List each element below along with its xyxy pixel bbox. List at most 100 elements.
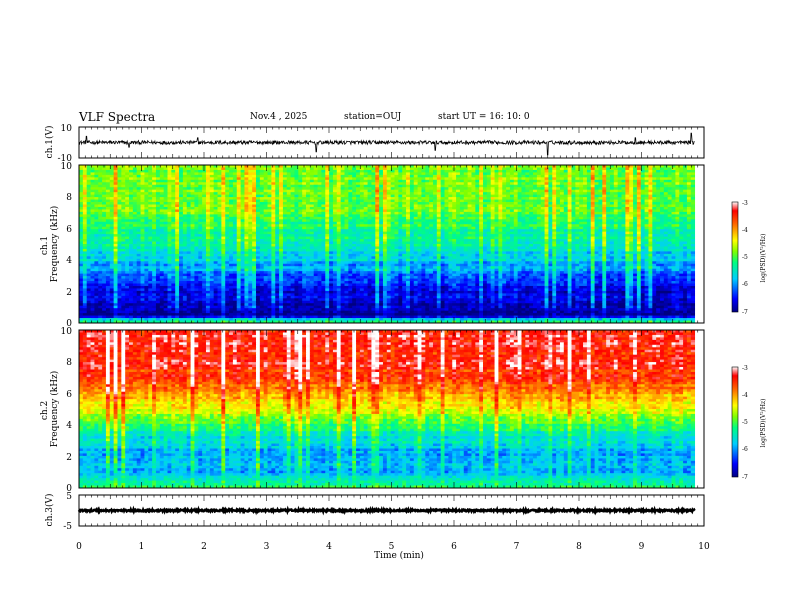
ch1-spec-cell — [506, 184, 511, 188]
ch1-spec-cell — [602, 172, 607, 176]
ch1-spec-cell — [136, 211, 141, 215]
ch1-spec-cell — [190, 206, 195, 210]
ch1-spec-cell — [171, 211, 176, 215]
ch1-spec-cell — [90, 187, 95, 191]
ch1-spec-cell — [129, 174, 134, 178]
ch1-spec-cell — [448, 219, 453, 223]
ch1-spec-cell — [571, 165, 576, 168]
ch1-spec-cell — [340, 219, 345, 223]
ch1-spec-cell — [398, 211, 403, 215]
ch1-spec-cell — [155, 177, 161, 181]
ch1-spec-cell — [182, 226, 188, 230]
ch1-spec-cell — [232, 204, 238, 208]
ch1-spec-cell — [579, 194, 584, 198]
ch1-spec-cell — [386, 184, 392, 188]
ch1-spec-cell — [121, 231, 126, 235]
ch1-spec-cell — [225, 169, 230, 173]
ch1-spec-cell — [332, 231, 338, 235]
ch1-spec-cell — [609, 199, 615, 203]
ch1-spec-cell — [590, 172, 595, 176]
ch1-spec-cell — [313, 231, 318, 235]
ch1-spec-cell — [105, 202, 111, 205]
ch1-spec-cell — [98, 216, 103, 220]
ch1-spec-cell — [467, 231, 472, 235]
ch1-spec-cell — [548, 197, 553, 200]
ch1-spec-cell — [302, 226, 307, 230]
ch1-spec-cell — [348, 211, 353, 215]
ch1-spec-cell — [452, 169, 457, 173]
ch1-spec-cell — [559, 214, 565, 218]
ch1-spec-cell — [567, 229, 572, 233]
ch1-spec-cell — [194, 199, 199, 203]
ch1-spec-cell — [186, 236, 191, 240]
ch1-spec-cell — [625, 211, 630, 215]
ch1-spec-cell — [248, 167, 253, 171]
ch1-spec-cell — [109, 216, 115, 220]
ch1-spec-cell — [117, 165, 122, 168]
ch1-spec-cell — [163, 209, 168, 213]
ch1-spec-cell — [352, 219, 357, 223]
ch1-spec-cell — [590, 209, 595, 213]
ch1-spec-cell — [563, 165, 569, 168]
ch1-spec-cell — [144, 174, 149, 178]
ch1-spec-cell — [175, 179, 180, 183]
ch1-spec-cell — [79, 221, 84, 225]
ch1-spec-cell — [633, 204, 638, 208]
ch1-spec-cell — [663, 177, 669, 181]
ch1-spec-cell — [533, 194, 538, 198]
ch1-spec-cell — [98, 192, 103, 196]
ch1-spec-cell — [363, 221, 368, 225]
ch1-spec-cell — [579, 209, 584, 213]
ch1-spec-cell — [556, 231, 561, 235]
ch1-spec-cell — [613, 172, 619, 176]
ch1-spec-cell — [140, 216, 145, 220]
ch1-spec-cell — [113, 224, 118, 228]
ch1-spec-cell — [671, 209, 676, 213]
ch1-spec-cell — [132, 182, 138, 186]
ch1-spec-cell — [471, 216, 476, 220]
ch1-spec-cell — [252, 189, 257, 193]
ch1-spec-cell — [513, 184, 519, 188]
ch1-spec-cell — [590, 192, 595, 196]
ch1-spec-cell — [240, 174, 245, 178]
ch1-spec-cell — [144, 221, 149, 225]
ch1-spec-cell — [533, 236, 538, 240]
ch1-spec-cell — [340, 236, 345, 240]
ch1-spec-cell — [306, 169, 311, 173]
ch1-spec-cell — [459, 169, 465, 173]
ch1-spec-cell — [459, 224, 465, 228]
ch1-spec-cell — [282, 172, 288, 176]
ch1-spec-cell — [279, 172, 284, 176]
ch1-spec-cell — [352, 206, 357, 210]
ch1-spec-cell — [429, 199, 434, 203]
ch1-spec-cell — [483, 204, 488, 208]
ch1-spec-cell — [179, 224, 184, 228]
ch1-spec-cell — [317, 214, 322, 218]
ch1-spec-cell — [544, 202, 549, 205]
ch1-spec-cell — [352, 167, 357, 171]
ch1-spec-cell — [167, 169, 172, 173]
ch1-spec-cell — [121, 192, 126, 196]
ch1-spec-cell — [202, 229, 207, 233]
ch1-spec-cell — [144, 177, 149, 181]
ch1-spec-cell — [248, 174, 253, 178]
ch1-spec-cell — [594, 221, 599, 225]
ch1-spec-cell — [140, 202, 145, 205]
ch1-spec-cell — [660, 192, 665, 196]
ch1-spec-cell — [498, 184, 503, 188]
ch1-spec-cell — [590, 226, 595, 230]
ch1-spec-cell — [590, 221, 595, 225]
ch1-spec-cell — [625, 184, 630, 188]
ch1-spec-cell — [656, 187, 661, 191]
ch1-spec-cell — [229, 179, 234, 183]
ch1-spec-cell — [325, 194, 330, 198]
ch1-spec-cell — [448, 206, 453, 210]
ch1-spec-cell — [356, 192, 361, 196]
ch1-spec-cell — [540, 211, 545, 215]
ch1-spec-cell — [240, 219, 245, 223]
ch1-spec-cell — [125, 189, 130, 193]
ch1-spec-cell — [521, 179, 526, 183]
ch1-spec-cell — [502, 182, 507, 186]
ch1-spec-cell — [490, 229, 495, 233]
ch1-spec-cell — [359, 236, 365, 240]
